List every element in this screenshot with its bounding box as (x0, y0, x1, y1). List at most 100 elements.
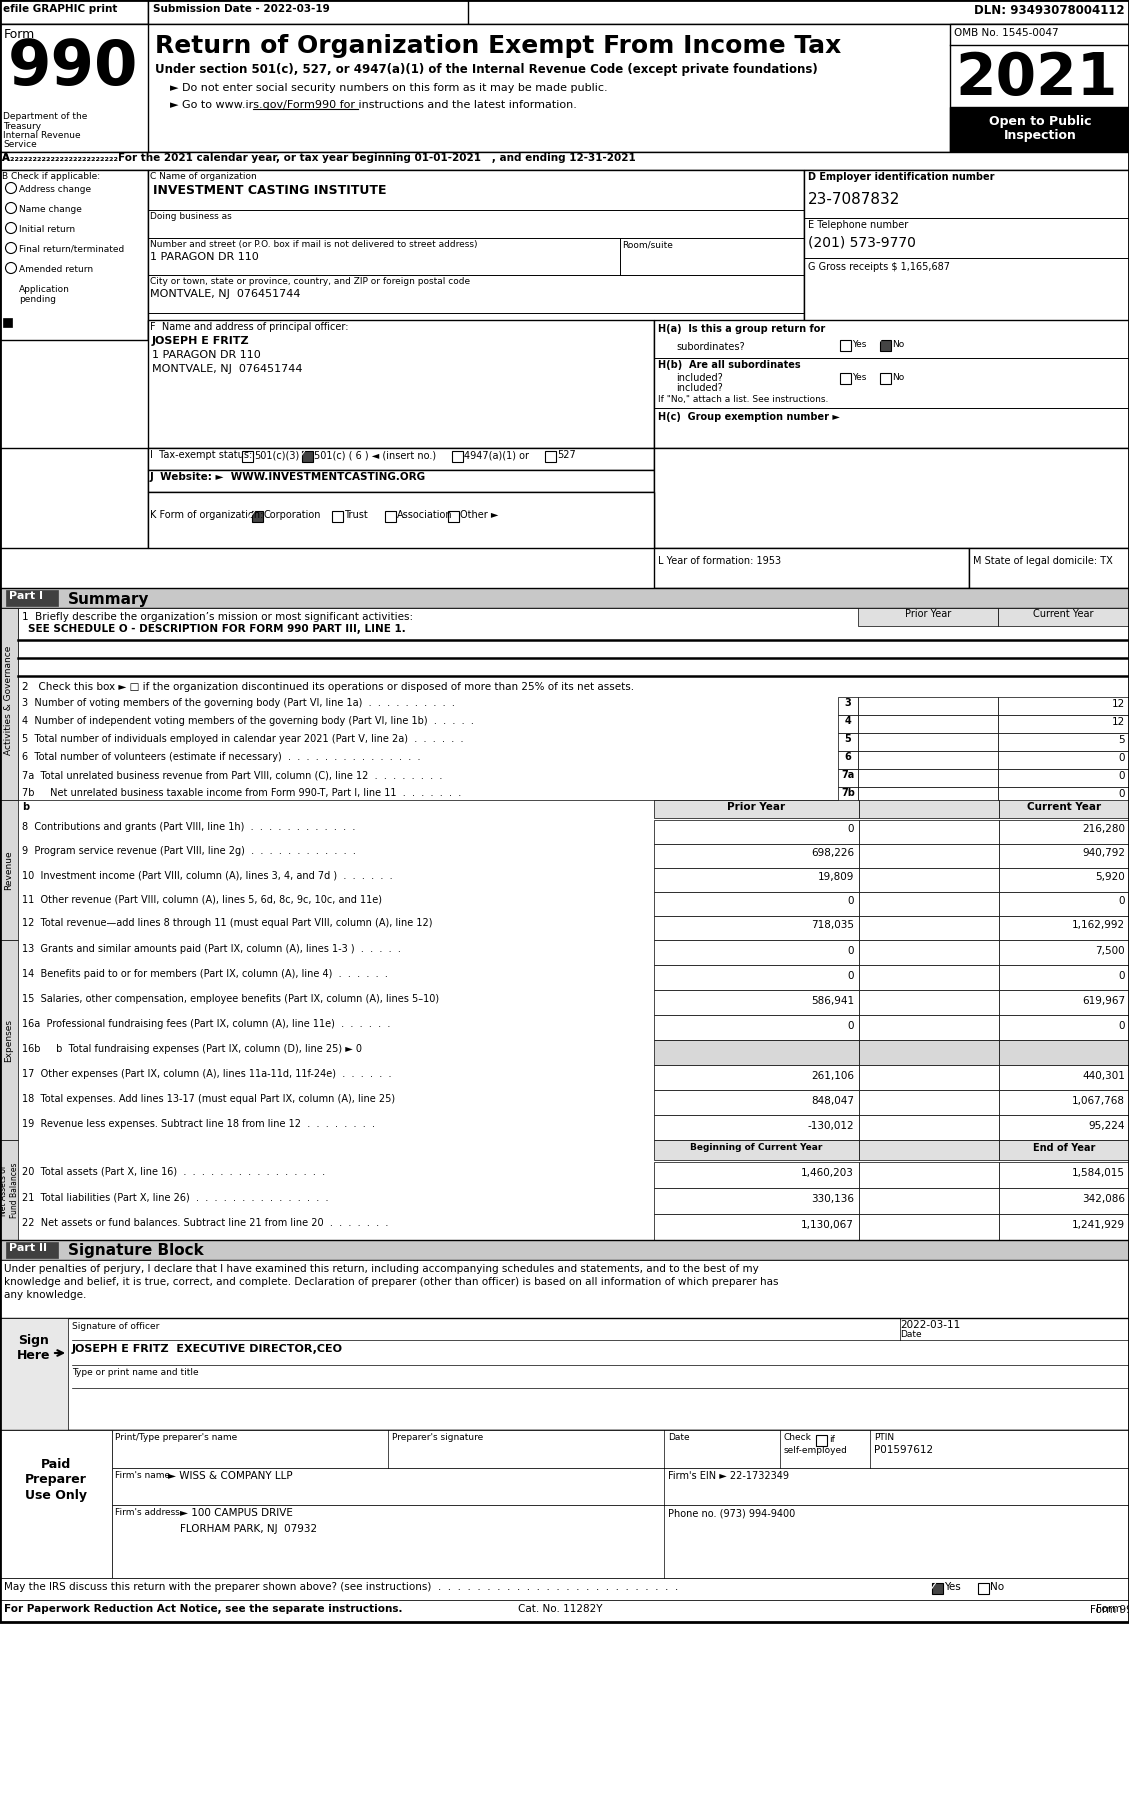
Bar (0, 608, 18, 800)
Text: L Year of formation: 1953: L Year of formation: 1953 (658, 557, 781, 566)
Text: Part I: Part I (9, 591, 43, 600)
Bar (654, 1090, 859, 1116)
Bar (978, 1584, 989, 1595)
Bar (999, 990, 1129, 1016)
Text: 2021: 2021 (955, 51, 1118, 107)
Text: Treasury: Treasury (3, 122, 41, 131)
Text: pending: pending (19, 296, 56, 305)
Bar (654, 1016, 859, 1039)
Text: For Paperwork Reduction Act Notice, see the separate instructions.: For Paperwork Reduction Act Notice, see … (5, 1604, 403, 1614)
Bar (654, 844, 859, 869)
Text: No: No (892, 339, 904, 348)
Text: Service: Service (3, 140, 37, 149)
Bar (654, 448, 1129, 548)
Text: H(b)  Are all subordinates: H(b) Are all subordinates (658, 359, 800, 370)
Bar (654, 1139, 859, 1159)
Text: Firm's address: Firm's address (115, 1507, 180, 1517)
Bar (999, 1163, 1129, 1188)
Text: 940,792: 940,792 (1082, 847, 1124, 858)
Text: C Name of organization: C Name of organization (150, 172, 256, 181)
Text: E Telephone number: E Telephone number (808, 219, 908, 230)
Bar (858, 769, 998, 787)
Text: Final return/terminated: Final return/terminated (19, 245, 124, 254)
Bar (301, 452, 313, 463)
Bar (0, 1319, 1129, 1429)
Text: 0: 0 (1119, 753, 1124, 764)
Bar (0, 24, 148, 152)
Bar (858, 733, 998, 751)
Text: 7b: 7b (841, 787, 855, 798)
Bar (838, 787, 858, 805)
Text: Activities & Governance: Activities & Governance (5, 646, 14, 755)
Text: 8  Contributions and grants (Part VIII, line 1h)  .  .  .  .  .  .  .  .  .  .  : 8 Contributions and grants (Part VIII, l… (21, 822, 356, 833)
Bar (999, 820, 1129, 844)
Bar (148, 492, 654, 548)
Text: ✓: ✓ (873, 337, 884, 350)
Text: ✓: ✓ (927, 1582, 937, 1595)
Text: 14  Benefits paid to or for members (Part IX, column (A), line 4)  .  .  .  .  .: 14 Benefits paid to or for members (Part… (21, 969, 388, 980)
Bar (998, 697, 1129, 715)
Text: 1,460,203: 1,460,203 (802, 1168, 854, 1177)
Bar (999, 1039, 1129, 1065)
Text: Preparer's signature: Preparer's signature (392, 1433, 483, 1442)
Text: JOSEPH E FRITZ: JOSEPH E FRITZ (152, 336, 250, 346)
Bar (859, 1139, 999, 1159)
Text: 17  Other expenses (Part IX, column (A), lines 11a-11d, 11f-24e)  .  .  .  .  . : 17 Other expenses (Part IX, column (A), … (21, 1068, 392, 1079)
Text: Current Year: Current Year (1033, 610, 1093, 619)
Text: 1,067,768: 1,067,768 (1073, 1096, 1124, 1107)
Bar (838, 697, 858, 715)
Text: ✓: ✓ (296, 450, 306, 463)
Text: H(c)  Group exemption number ►: H(c) Group exemption number ► (658, 412, 840, 423)
Bar (838, 751, 858, 769)
Text: Doing business as: Doing business as (150, 212, 231, 221)
Text: Yes: Yes (852, 339, 866, 348)
Bar (879, 374, 891, 385)
Text: Return of Organization Exempt From Income Tax: Return of Organization Exempt From Incom… (155, 34, 841, 58)
Text: 718,035: 718,035 (811, 920, 854, 931)
Bar (0, 0, 1129, 1622)
Text: 20  Total assets (Part X, line 16)  .  .  .  .  .  .  .  .  .  .  .  .  .  .  . : 20 Total assets (Part X, line 16) . . . … (21, 1166, 325, 1175)
Bar (112, 1429, 1129, 1468)
Text: included?: included? (676, 383, 723, 394)
Bar (0, 940, 18, 1139)
Bar (0, 0, 1129, 24)
Bar (838, 769, 858, 787)
Text: Yes: Yes (944, 1582, 961, 1593)
Bar (858, 697, 998, 715)
Text: 0: 0 (848, 945, 854, 956)
Text: DLN: 93493078004112: DLN: 93493078004112 (974, 4, 1124, 16)
Text: 527: 527 (557, 450, 576, 461)
Bar (148, 448, 654, 470)
Text: City or town, state or province, country, and ZIP or foreign postal code: City or town, state or province, country… (150, 278, 470, 287)
Bar (654, 916, 859, 940)
Text: 1,162,992: 1,162,992 (1071, 920, 1124, 931)
Bar (654, 319, 1129, 448)
Text: Phone no. (973) 994-9400: Phone no. (973) 994-9400 (668, 1507, 795, 1518)
Text: 21  Total liabilities (Part X, line 26)  .  .  .  .  .  .  .  .  .  .  .  .  .  : 21 Total liabilities (Part X, line 26) .… (21, 1192, 329, 1203)
Bar (949, 107, 1129, 152)
Text: F  Name and address of principal officer:: F Name and address of principal officer: (150, 323, 349, 332)
Text: -130,012: -130,012 (807, 1121, 854, 1130)
Text: any knowledge.: any knowledge. (5, 1290, 87, 1301)
Text: Signature Block: Signature Block (68, 1243, 203, 1257)
Text: Expenses: Expenses (5, 1018, 14, 1061)
Bar (949, 24, 1129, 152)
Bar (385, 512, 396, 522)
Text: knowledge and belief, it is true, correct, and complete. Declaration of preparer: knowledge and belief, it is true, correc… (5, 1277, 779, 1286)
Bar (999, 892, 1129, 916)
Text: P01597612: P01597612 (874, 1446, 934, 1455)
Text: A₂₂₂₂₂₂₂₂₂₂₂₂₂₂₂₂₂₂₂₂₂₂₂₂For the 2021 calendar year, or tax year beginning 01-01: A₂₂₂₂₂₂₂₂₂₂₂₂₂₂₂₂₂₂₂₂₂₂₂₂For the 2021 ca… (2, 152, 636, 163)
Bar (840, 339, 851, 350)
Text: MONTVALE, NJ  076451744: MONTVALE, NJ 076451744 (150, 288, 300, 299)
Bar (654, 1065, 859, 1090)
Text: 6: 6 (844, 753, 851, 762)
Bar (654, 820, 859, 844)
Text: ► 100 CAMPUS DRIVE: ► 100 CAMPUS DRIVE (180, 1507, 292, 1518)
Text: 16b     b  Total fundraising expenses (Part IX, column (D), line 25) ► 0: 16b b Total fundraising expenses (Part I… (21, 1045, 362, 1054)
Text: A: A (2, 152, 9, 163)
Text: 11  Other revenue (Part VIII, column (A), lines 5, 6d, 8c, 9c, 10c, and 11e): 11 Other revenue (Part VIII, column (A),… (21, 894, 382, 903)
Text: 586,941: 586,941 (811, 996, 854, 1007)
Bar (0, 24, 1129, 152)
Bar (0, 152, 1129, 171)
Text: 0: 0 (848, 824, 854, 834)
